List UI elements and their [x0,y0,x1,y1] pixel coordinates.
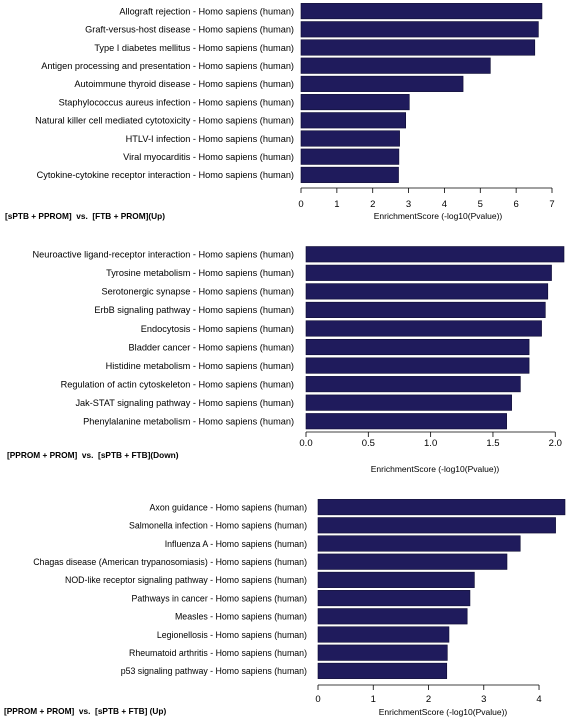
x-axis-label-3: EnrichmentScore (-log10(Pvalue)) [379,707,508,717]
chart-panel-2: Neuroactive ligand-receptor interaction … [7,246,565,474]
category-label-3-5: NOD-like receptor signaling pathway - Ho… [65,575,307,585]
bar-1-3 [300,39,536,56]
category-label-3-4: Chagas disease (American trypanosomiasis… [33,557,307,567]
bar-3-6 [317,590,471,607]
bar-1-9 [300,148,400,165]
category-label-2-9: Jak-STAT signaling pathway - Homo sapien… [75,398,294,408]
chart-panel-3: Axon guidance - Homo sapiens (human) Salm… [4,499,566,717]
bar-3-1 [317,499,566,516]
x-tick-label-2-3: 1.0 [424,438,437,449]
category-label-3-1: Axon guidance - Homo sapiens (human) [150,502,308,512]
x-tick-label-3-2: 1 [371,694,376,705]
category-label-3-8: Legionellosis - Homo sapiens (human) [157,630,307,640]
bar-3-8 [317,626,450,643]
x-tick-label-2-1: 0.0 [299,438,312,449]
bar-1-5 [300,75,464,92]
x-tick-label-1-3: 2 [370,199,375,210]
x-tick-label-1-6: 5 [478,199,483,210]
category-label-2-5: Endocytosis - Homo sapiens (human) [141,324,294,334]
category-label-2-1: Neuroactive ligand-receptor interaction … [33,250,294,260]
category-label-2-6: Bladder cancer - Homo sapiens (human) [129,342,294,352]
chart-panel-1: Allograft rejection - Homo sapiens (huma… [5,3,555,221]
bar-1-10 [300,166,399,183]
x-tick-label-1-2: 1 [334,199,339,210]
x-axis-label-2: EnrichmentScore (-log10(Pvalue)) [371,464,500,474]
x-tick-label-3-5: 4 [536,694,541,705]
category-label-1-10: Cytokine-cytokine receptor interaction -… [37,170,294,180]
comparison-label-3: [PPROM + PROM] vs. [sPTB + FTB] (Up) [4,706,166,716]
category-label-2-4: ErbB signaling pathway - Homo sapiens (h… [94,305,294,315]
x-tick-label-1-5: 4 [442,199,447,210]
bar-3-4 [317,553,508,570]
x-tick-label-1-4: 3 [406,199,411,210]
x-tick-label-2-2: 0.5 [362,438,375,449]
bar-3-3 [317,535,521,552]
category-label-2-3: Serotonergic synapse - Homo sapiens (hum… [101,287,294,297]
x-tick-label-3-3: 2 [426,694,431,705]
bar-1-8 [300,130,400,147]
bar-2-6 [305,338,530,356]
category-label-2-8: Regulation of actin cytoskeleton - Homo … [61,379,294,389]
category-label-1-7: Natural killer cell mediated cytotoxicit… [35,116,294,126]
category-label-3-9: Rheumatoid arthritis - Homo sapiens (hum… [129,648,307,658]
x-tick-label-2-5: 2.0 [549,438,562,449]
x-axis-label-1: EnrichmentScore (-log10(Pvalue)) [374,211,503,221]
bar-1-1 [300,3,543,20]
bar-2-5 [305,320,542,337]
comparison-label-2: [PPROM + PROM] vs. [sPTB + FTB](Down) [7,450,179,460]
bar-3-10 [317,662,448,679]
category-label-1-8: HTLV-I infection - Homo sapiens (human) [126,134,294,144]
bar-3-7 [317,608,468,625]
x-tick-label-1-7: 6 [513,199,518,210]
bar-3-9 [317,644,448,661]
category-label-3-10: p53 signaling pathway - Homo sapiens (hu… [121,666,307,676]
bar-3-5 [317,571,475,588]
category-label-3-7: Measles - Homo sapiens (human) [175,612,307,622]
x-tick-label-1-1: 0 [298,199,303,210]
category-label-2-10: Phenylalanine metabolism - Homo sapiens … [83,417,294,427]
bar-1-4 [300,57,491,74]
bar-2-7 [305,357,530,374]
bar-1-7 [300,112,407,129]
bar-2-4 [305,301,546,318]
bar-2-10 [305,413,507,430]
bar-1-2 [300,21,539,38]
category-label-1-6: Staphylococcus aureus infection - Homo s… [59,97,294,107]
category-label-3-3: Influenza A - Homo sapiens (human) [165,539,307,549]
bar-2-1 [305,246,565,263]
category-label-1-9: Viral myocarditis - Homo sapiens (human) [123,152,294,162]
x-tick-label-2-4: 1.5 [486,438,499,449]
bar-2-2 [305,264,552,281]
x-tick-label-1-8: 7 [549,199,554,210]
bar-2-8 [305,376,521,393]
bar-3-2 [317,517,556,534]
bar-1-6 [300,94,410,111]
category-label-2-2: Tyrosine metabolism - Homo sapiens (huma… [106,268,294,278]
comparison-label-1: [sPTB + PPROM] vs. [FTB + PROM](Up) [5,211,165,221]
category-label-2-7: Histidine metabolism - Homo sapiens (hum… [106,361,294,371]
category-label-1-4: Antigen processing and presentation - Ho… [41,61,294,71]
bar-2-9 [305,394,512,411]
x-tick-label-3-1: 0 [315,694,320,705]
category-label-1-1: Allograft rejection - Homo sapiens (huma… [119,6,294,16]
bar-2-3 [305,283,549,300]
category-label-1-3: Type I diabetes mellitus - Homo sapiens … [94,43,294,53]
category-label-3-6: Pathways in cancer - Homo sapiens (human… [131,593,307,603]
category-label-1-5: Autoimmune thyroid disease - Homo sapien… [74,79,294,89]
category-label-1-2: Graft-versus-host disease - Homo sapiens… [85,25,294,35]
category-label-3-2: Salmonella infection - Homo sapiens (hum… [129,521,307,531]
x-tick-label-3-4: 3 [481,694,486,705]
